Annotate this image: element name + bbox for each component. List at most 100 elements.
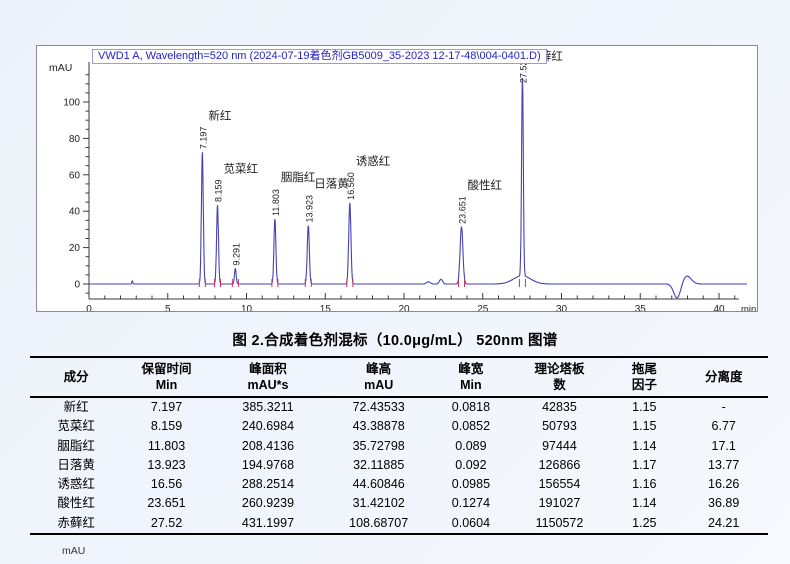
table-cell: 431.1997 xyxy=(241,515,295,530)
table-cell: 13.77 xyxy=(708,457,740,472)
table-cell: 31.42102 xyxy=(352,496,405,511)
column-header: 峰宽 Min xyxy=(458,362,484,392)
table-cell: 16.26 xyxy=(708,477,740,492)
table-cell: 260.9239 xyxy=(241,496,295,511)
peak-rt-label: 23.651 xyxy=(458,196,468,224)
table-row: 胭脂红 11.803 208.4136 35.72798 0.089 97444 1.14 1… xyxy=(30,437,768,456)
chromatogram-trace xyxy=(89,77,747,299)
table-cell: 0.0852 xyxy=(451,419,491,434)
table-cell: 7.197 xyxy=(150,400,183,414)
table-cell: 1.15 xyxy=(632,419,657,434)
table-cell: 诱惑红 xyxy=(57,477,95,492)
peak-name-label: 胭脂红 xyxy=(281,170,316,184)
peak-name-label: 酸性红 xyxy=(468,178,503,192)
peak-rt-label: 8.159 xyxy=(214,179,224,202)
table-cell: 288.2514 xyxy=(241,477,295,492)
results-table-header-row: 成分 保留时间 Min 峰面积 mAU*s 峰高 mAU 峰宽 Min 理论塔板数 拖尾 因子 分离度 xyxy=(30,357,768,397)
svg-text:60: 60 xyxy=(69,170,81,181)
column-header: 保留时间 Min xyxy=(141,362,192,392)
table-cell: 16.56 xyxy=(150,477,183,492)
table-cell: 208.4136 xyxy=(241,438,295,453)
svg-text:15: 15 xyxy=(320,304,332,311)
svg-text:35: 35 xyxy=(635,304,647,311)
svg-text:20: 20 xyxy=(69,243,81,254)
table-cell: 1.15 xyxy=(632,400,657,414)
table-cell: 27.52 xyxy=(150,515,183,530)
table-row: 日落黄 13.923 194.9768 32.11885 0.092 126866 1.17… xyxy=(30,456,768,475)
table-cell: 1.16 xyxy=(632,477,657,492)
table-cell: 126866 xyxy=(538,457,581,472)
table-cell: 23.651 xyxy=(147,496,186,511)
table-cell: 0.1274 xyxy=(451,496,491,511)
axes: 0 20 40 60 80 100 0 5 10 15 20 25 30 35 40 min mAU xyxy=(49,62,756,311)
table-cell: 35.72798 xyxy=(352,438,405,453)
svg-text:25: 25 xyxy=(477,304,489,311)
svg-text:40: 40 xyxy=(713,304,725,311)
svg-text:40: 40 xyxy=(69,207,81,218)
table-cell: 0.0604 xyxy=(451,515,491,530)
column-header: 拖尾 因子 xyxy=(631,362,657,392)
table-cell: 240.6984 xyxy=(241,419,295,434)
table-row: 酸性红 23.651 260.9239 31.42102 0.1274 191027 1.1… xyxy=(30,494,768,513)
table-cell: - xyxy=(721,400,726,414)
table-cell: 赤藓红 xyxy=(57,515,95,530)
table-row: 苋菜红 8.159 240.6984 43.38878 0.0852 50793 1.15 6… xyxy=(30,417,768,436)
x-axis-unit: min xyxy=(741,304,756,311)
svg-text:10: 10 xyxy=(241,304,253,311)
table-cell: 13.923 xyxy=(147,457,186,472)
svg-text:30: 30 xyxy=(556,304,568,311)
table-cell: 1150572 xyxy=(535,515,584,530)
next-figure-mau-label: mAU xyxy=(62,545,86,557)
table-row: 赤藓红 27.52 431.1997 108.68707 0.0604 1150572 1.… xyxy=(30,514,768,534)
table-cell: 酸性红 xyxy=(57,496,95,511)
table-cell: 1.25 xyxy=(632,515,657,530)
peak-rt-label: 11.803 xyxy=(271,189,281,216)
table-cell: 43.38878 xyxy=(352,419,405,434)
svg-text:80: 80 xyxy=(69,134,81,145)
table-cell: 1.17 xyxy=(632,457,657,472)
figure-caption: 图 2.合成着色剂混标（10.0μg/mL） 520nm 图谱 xyxy=(232,333,558,349)
peak-name-label: 新红 xyxy=(208,109,231,123)
chromatogram-svg: 0 20 40 60 80 100 0 5 10 15 20 25 30 35 40 min mAU 7.197新… xyxy=(49,50,756,311)
table-cell: 0.089 xyxy=(455,438,487,453)
table-cell: 1.14 xyxy=(632,496,657,511)
results-table-body: 新红 7.197 385.3211 72.43533 0.0818 42835 1.15 - 苋… xyxy=(30,397,768,534)
table-cell: 385.3211 xyxy=(242,400,294,414)
table-cell: 194.9768 xyxy=(241,457,295,472)
chromatogram-panel: 0 20 40 60 80 100 0 5 10 15 20 25 30 35 40 min mAU 7.197 新… xyxy=(36,45,758,312)
table-row: 新红 7.197 385.3211 72.43533 0.0818 42835 1.15 - xyxy=(30,397,768,417)
table-cell: 50793 xyxy=(542,419,577,434)
table-cell: 72.43533 xyxy=(352,400,405,414)
table-cell: 44.60846 xyxy=(352,477,405,492)
table-cell: 32.11885 xyxy=(353,457,405,472)
table-cell: 0.0818 xyxy=(451,400,491,414)
table-cell: 11.803 xyxy=(147,438,186,453)
column-header: 理论塔板数 xyxy=(534,362,585,392)
table-row: 诱惑红 16.56 288.2514 44.60846 0.0985 156554 1.16… xyxy=(30,475,768,494)
table-cell: 0.0985 xyxy=(451,477,491,492)
chromatogram-signal-title: VWD1 A, Wavelength=520 nm (2024-07-19着色剂… xyxy=(92,49,547,64)
y-axis-unit: mAU xyxy=(49,62,72,74)
table-cell: 191027 xyxy=(538,496,581,511)
peak-name-label: 苋菜红 xyxy=(224,163,259,176)
table-cell: 1.14 xyxy=(632,438,657,453)
peak-rt-label: 9.291 xyxy=(231,243,241,266)
table-cell: 6.77 xyxy=(711,419,736,434)
svg-text:0: 0 xyxy=(74,280,80,291)
table-cell: 156554 xyxy=(538,477,581,492)
table-cell: 97444 xyxy=(542,438,577,453)
peak-name-label: 诱惑红 xyxy=(356,154,391,168)
svg-text:0: 0 xyxy=(86,304,92,311)
peak-name-label: 日落黄 xyxy=(314,177,349,191)
table-cell: 17.1 xyxy=(711,438,736,453)
table-cell: 42835 xyxy=(542,400,577,414)
table-cell: 108.68707 xyxy=(349,515,409,530)
column-header: 成分 xyxy=(63,370,89,384)
column-header: 分离度 xyxy=(704,370,743,384)
table-cell: 0.092 xyxy=(455,457,487,472)
table-cell: 36.89 xyxy=(708,496,740,511)
results-table: 成分 保留时间 Min 峰面积 mAU*s 峰高 mAU 峰宽 Min 理论塔板数拖尾 因子 分离度 … xyxy=(30,356,768,536)
peak-rt-label: 16.560 xyxy=(346,172,356,200)
